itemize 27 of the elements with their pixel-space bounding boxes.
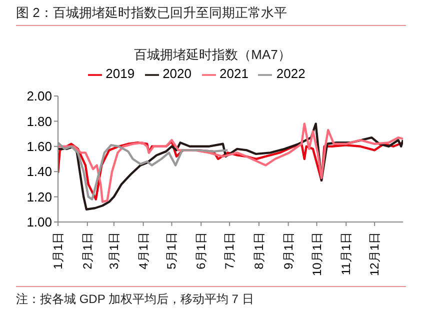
text: 注：按各城 GDP 加权平均后，移动平均 7 日 bbox=[16, 291, 255, 308]
x-tick-label: 8月1日 bbox=[252, 232, 266, 270]
y-tick-label: 2.00 bbox=[26, 88, 52, 104]
legend-label: 2021 bbox=[220, 66, 248, 81]
x-tick-label: 7月1日 bbox=[222, 232, 237, 270]
chart-subtitle: 百城拥堵延时指数（MA7） bbox=[133, 46, 292, 64]
x-tick-label: 2月1日 bbox=[80, 232, 94, 270]
legend-label: 2020 bbox=[162, 66, 192, 81]
x-tick-label: 11月1日 bbox=[339, 232, 354, 276]
x-tick-label: 1月1日 bbox=[51, 232, 65, 270]
line-series bbox=[58, 140, 403, 200]
x-tick-label: 6月1日 bbox=[194, 232, 208, 270]
legend-label: 2022 bbox=[276, 66, 306, 81]
y-tick-label: 1.20 bbox=[26, 189, 52, 204]
y-tick-label: 1.00 bbox=[26, 214, 52, 230]
x-tick-label: 3月1日 bbox=[106, 232, 121, 270]
x-tick-label: 5月1日 bbox=[164, 232, 179, 270]
legend-label: 2019 bbox=[106, 66, 135, 81]
y-tick-label: 1.60 bbox=[26, 139, 52, 154]
x-tick-label: 4月1日 bbox=[136, 232, 150, 270]
y-tick-label: 1.80 bbox=[26, 114, 52, 129]
chart-title: 图 2：百城拥堵延时指数已回升至同期正常水平 bbox=[16, 4, 406, 26]
x-tick-label: 12月1日 bbox=[368, 232, 382, 276]
line-series bbox=[58, 142, 229, 200]
x-tick-label: 9月1日 bbox=[281, 232, 296, 270]
x-tick-label: 10月1日 bbox=[310, 232, 324, 276]
y-tick-label: 1.40 bbox=[26, 164, 52, 180]
